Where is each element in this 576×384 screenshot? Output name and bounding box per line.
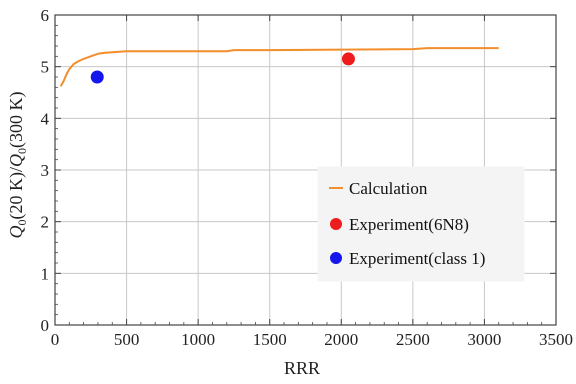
- x-axis-label: RRR: [284, 358, 320, 378]
- legend-swatch-experiment-6n8: [330, 218, 342, 230]
- x-tick-label: 1000: [181, 330, 215, 349]
- y-axis-label-middle: (20 K)/: [6, 167, 27, 220]
- y-tick-label: 5: [41, 58, 50, 77]
- data-point-2: [90, 70, 104, 84]
- legend-label-calculation: Calculation: [349, 179, 428, 198]
- y-tick-label: 0: [41, 316, 50, 335]
- data-point-1: [341, 52, 355, 66]
- legend: Calculation Experiment(6N8) Experiment(c…: [317, 166, 525, 282]
- series-layer: [59, 47, 499, 87]
- legend-label-experiment-class-1: Experiment(class 1): [349, 249, 485, 268]
- x-tick-label: 1500: [253, 330, 287, 349]
- y-axis-label-symbol-2: Q: [6, 154, 26, 167]
- y-tick-label: 2: [41, 213, 50, 232]
- y-tick-label: 6: [41, 6, 50, 25]
- ticks: 0 500 1000 1500 2000 2500 3000 3500 0 1 2 3 4 5 6: [41, 6, 574, 349]
- y-tick-label: 1: [41, 264, 50, 283]
- x-tick-label: 2000: [324, 330, 358, 349]
- y-axis-label-end: (300 K): [6, 92, 27, 149]
- legend-swatch-experiment-class-1: [330, 252, 342, 264]
- x-tick-label: 500: [114, 330, 140, 349]
- legend-label-experiment-6n8: Experiment(6N8): [349, 215, 469, 234]
- y-axis-label-symbol-1: Q: [6, 226, 26, 239]
- series-line-calculation: [59, 47, 499, 87]
- y-tick-label: 4: [41, 109, 50, 128]
- x-tick-label: 0: [51, 330, 60, 349]
- x-tick-label: 2500: [396, 330, 430, 349]
- x-tick-label: 3000: [467, 330, 501, 349]
- x-tick-label: 3500: [539, 330, 573, 349]
- y-axis-label-subscript-2: 0: [15, 148, 29, 154]
- y-axis-label-subscript-1: 0: [15, 220, 29, 226]
- y-axis-label: Q0(20 K)/Q0(300 K): [6, 92, 29, 239]
- legend-box: [317, 166, 525, 282]
- y-tick-label: 3: [41, 161, 50, 180]
